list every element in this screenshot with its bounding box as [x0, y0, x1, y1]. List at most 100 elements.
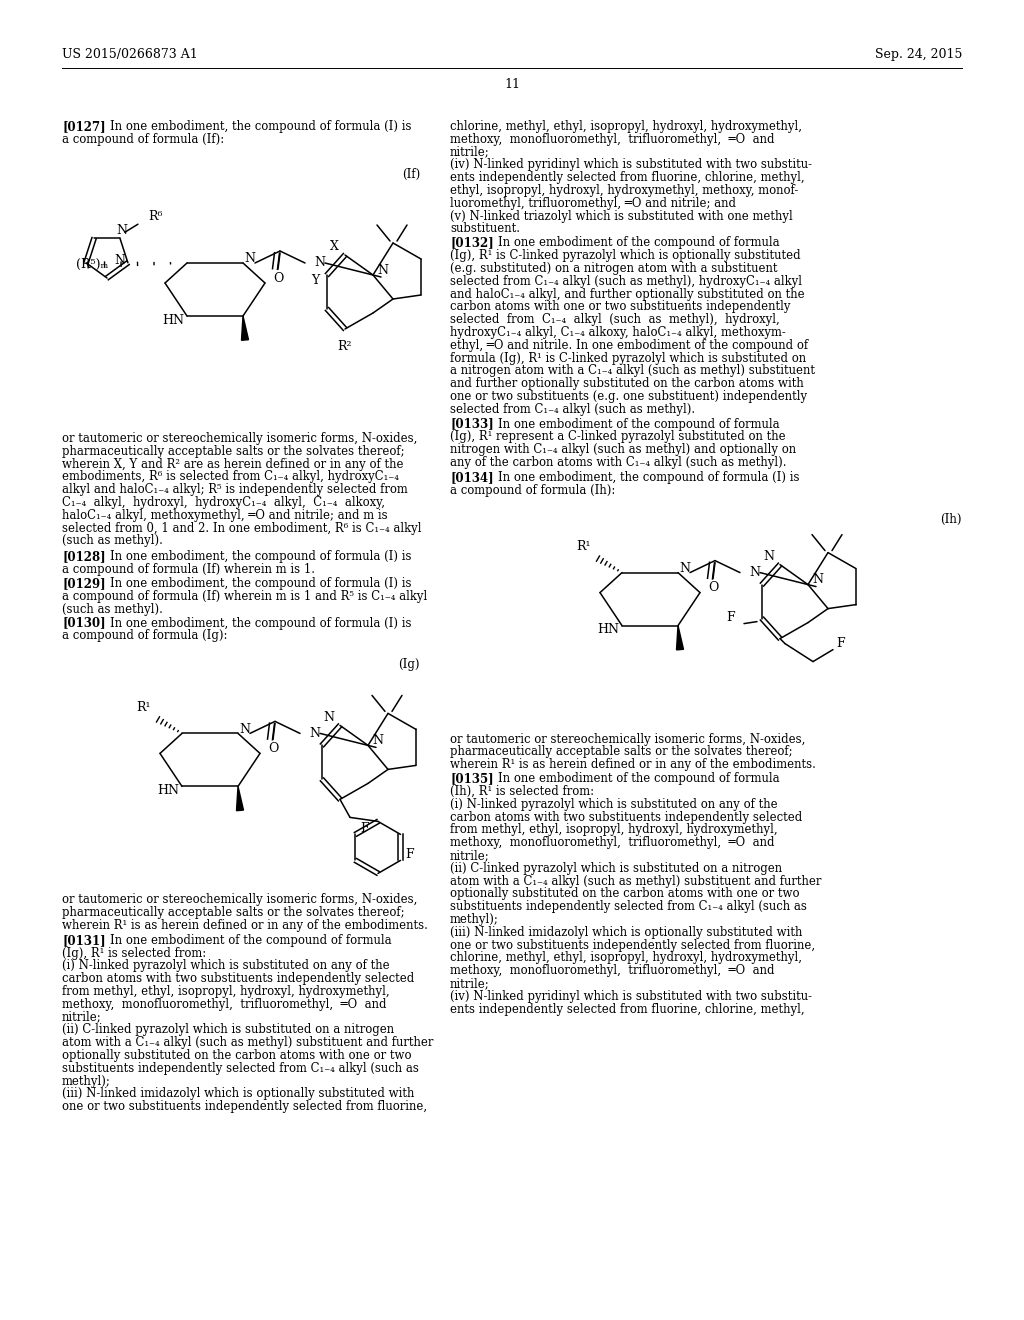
Text: (iii) N-linked imidazolyl which is optionally substituted with: (iii) N-linked imidazolyl which is optio… [450, 925, 803, 939]
Text: [0134]: [0134] [450, 471, 494, 484]
Text: (ii) C-linked pyrazolyl which is substituted on a nitrogen: (ii) C-linked pyrazolyl which is substit… [62, 1023, 394, 1036]
Text: (e.g. substituted) on a nitrogen atom with a substituent: (e.g. substituted) on a nitrogen atom wi… [450, 261, 777, 275]
Text: substituents independently selected from C₁₋₄ alkyl (such as: substituents independently selected from… [450, 900, 807, 913]
Text: from methyl, ethyl, isopropyl, hydroxyl, hydroxymethyl,: from methyl, ethyl, isopropyl, hydroxyl,… [62, 985, 389, 998]
Text: methoxy,  monofluoromethyl,  trifluoromethyl,  ═O  and: methoxy, monofluoromethyl, trifluorometh… [450, 964, 774, 977]
Text: a compound of formula (If) wherein m is 1.: a compound of formula (If) wherein m is … [62, 564, 315, 576]
Text: carbon atoms with one or two substituents independently: carbon atoms with one or two substituent… [450, 301, 791, 313]
Text: In one embodiment, the compound of formula (I) is: In one embodiment, the compound of formu… [110, 550, 412, 564]
Text: any of the carbon atoms with C₁₋₄ alkyl (such as methyl).: any of the carbon atoms with C₁₋₄ alkyl … [450, 455, 786, 469]
Text: R¹: R¹ [577, 540, 591, 553]
Text: (Ig), R¹ is C-linked pyrazolyl which is optionally substituted: (Ig), R¹ is C-linked pyrazolyl which is … [450, 249, 801, 263]
Text: and haloC₁₋₄ alkyl, and further optionally substituted on the: and haloC₁₋₄ alkyl, and further optional… [450, 288, 805, 301]
Text: ethyl, isopropyl, hydroxyl, hydroxymethyl, methoxy, monof-: ethyl, isopropyl, hydroxyl, hydroxymethy… [450, 183, 799, 197]
Text: (iv) N-linked pyridinyl which is substituted with two substitu-: (iv) N-linked pyridinyl which is substit… [450, 158, 812, 172]
Text: N: N [750, 566, 761, 579]
Text: HN: HN [162, 314, 184, 326]
Text: [0133]: [0133] [450, 417, 494, 430]
Text: wherein R¹ is as herein defined or in any of the embodiments.: wherein R¹ is as herein defined or in an… [62, 919, 428, 932]
Text: chlorine, methyl, ethyl, isopropyl, hydroxyl, hydroxymethyl,: chlorine, methyl, ethyl, isopropyl, hydr… [450, 952, 802, 965]
Text: O: O [708, 581, 718, 594]
Text: (Ig): (Ig) [398, 659, 420, 672]
Text: N: N [115, 255, 125, 267]
Text: wherein R¹ is as herein defined or in any of the embodiments.: wherein R¹ is as herein defined or in an… [450, 758, 816, 771]
Text: nitrile;: nitrile; [450, 977, 489, 990]
Text: from methyl, ethyl, isopropyl, hydroxyl, hydroxymethyl,: from methyl, ethyl, isopropyl, hydroxyl,… [450, 824, 777, 837]
Text: luoromethyl, trifluoromethyl, ═O and nitrile; and: luoromethyl, trifluoromethyl, ═O and nit… [450, 197, 736, 210]
Text: US 2015/0266873 A1: US 2015/0266873 A1 [62, 48, 198, 61]
Text: a compound of formula (If) wherein m is 1 and R⁵ is C₁₋₄ alkyl: a compound of formula (If) wherein m is … [62, 590, 427, 603]
Text: methyl);: methyl); [62, 1074, 111, 1088]
Text: In one embodiment, the compound of formula (I) is: In one embodiment, the compound of formu… [498, 471, 800, 484]
Text: optionally substituted on the carbon atoms with one or two: optionally substituted on the carbon ato… [450, 887, 800, 900]
Text: selected from 0, 1 and 2. In one embodiment, R⁶ is C₁₋₄ alkyl: selected from 0, 1 and 2. In one embodim… [62, 521, 422, 535]
Text: pharmaceutically acceptable salts or the solvates thereof;: pharmaceutically acceptable salts or the… [62, 445, 404, 458]
Text: N: N [309, 727, 321, 741]
Text: one or two substituents independently selected from fluorine,: one or two substituents independently se… [62, 1100, 427, 1113]
Text: [0132]: [0132] [450, 236, 494, 249]
Text: Y: Y [311, 275, 319, 288]
Text: N: N [245, 252, 256, 265]
Text: (Ig), R¹ represent a C-linked pyrazolyl substituted on the: (Ig), R¹ represent a C-linked pyrazolyl … [450, 430, 785, 444]
Text: or tautomeric or stereochemically isomeric forms, N-oxides,: or tautomeric or stereochemically isomer… [450, 733, 805, 746]
Text: N: N [314, 256, 326, 269]
Text: F: F [360, 822, 369, 834]
Text: selected from C₁₋₄ alkyl (such as methyl).: selected from C₁₋₄ alkyl (such as methyl… [450, 403, 695, 416]
Text: [0127]: [0127] [62, 120, 105, 133]
Text: pharmaceutically acceptable salts or the solvates thereof;: pharmaceutically acceptable salts or the… [62, 907, 404, 919]
Text: R¹: R¹ [137, 701, 152, 714]
Polygon shape [677, 626, 683, 649]
Text: (Ih): (Ih) [940, 512, 962, 525]
Text: carbon atoms with two substituents independently selected: carbon atoms with two substituents indep… [62, 973, 415, 985]
Text: methoxy,  monofluoromethyl,  trifluoromethyl,  ═O  and: methoxy, monofluoromethyl, trifluorometh… [450, 836, 774, 849]
Text: one or two substituents independently selected from fluorine,: one or two substituents independently se… [450, 939, 815, 952]
Text: substituents independently selected from C₁₋₄ alkyl (such as: substituents independently selected from… [62, 1061, 419, 1074]
Text: atom with a C₁₋₄ alkyl (such as methyl) substituent and further: atom with a C₁₋₄ alkyl (such as methyl) … [62, 1036, 433, 1049]
Text: (v) N-linked triazolyl which is substituted with one methyl: (v) N-linked triazolyl which is substitu… [450, 210, 793, 223]
Text: (ii) C-linked pyrazolyl which is substituted on a nitrogen: (ii) C-linked pyrazolyl which is substit… [450, 862, 782, 875]
Text: [0131]: [0131] [62, 933, 105, 946]
Text: [0129]: [0129] [62, 577, 105, 590]
Text: nitrile;: nitrile; [62, 1011, 101, 1023]
Text: a nitrogen atom with a C₁₋₄ alkyl (such as methyl) substituent: a nitrogen atom with a C₁₋₄ alkyl (such … [450, 364, 815, 378]
Text: F: F [406, 847, 414, 861]
Polygon shape [237, 787, 244, 810]
Text: and further optionally substituted on the carbon atoms with: and further optionally substituted on th… [450, 378, 804, 391]
Text: a compound of formula (Ig):: a compound of formula (Ig): [62, 630, 227, 643]
Text: N: N [240, 723, 251, 735]
Text: F: F [836, 638, 845, 651]
Text: (iv) N-linked pyridinyl which is substituted with two substitu-: (iv) N-linked pyridinyl which is substit… [450, 990, 812, 1003]
Text: O: O [272, 272, 284, 285]
Text: (such as methyl).: (such as methyl). [62, 535, 163, 548]
Text: [0130]: [0130] [62, 616, 105, 630]
Text: hydroxyC₁₋₄ alkyl, C₁₋₄ alkoxy, haloC₁₋₄ alkyl, methoxym-: hydroxyC₁₋₄ alkyl, C₁₋₄ alkoxy, haloC₁₋₄… [450, 326, 785, 339]
Text: In one embodiment of the compound of formula: In one embodiment of the compound of for… [498, 236, 779, 249]
Text: 11: 11 [504, 78, 520, 91]
Text: In one embodiment of the compound of formula: In one embodiment of the compound of for… [110, 933, 391, 946]
Text: chlorine, methyl, ethyl, isopropyl, hydroxyl, hydroxymethyl,: chlorine, methyl, ethyl, isopropyl, hydr… [450, 120, 802, 133]
Text: formula (Ig), R¹ is C-linked pyrazolyl which is substituted on: formula (Ig), R¹ is C-linked pyrazolyl w… [450, 351, 806, 364]
Text: In one embodiment of the compound of formula: In one embodiment of the compound of for… [498, 772, 779, 785]
Text: N: N [324, 711, 335, 723]
Text: optionally substituted on the carbon atoms with one or two: optionally substituted on the carbon ato… [62, 1049, 412, 1063]
Text: ethyl, ═O and nitrile. In one embodiment of the compound of: ethyl, ═O and nitrile. In one embodiment… [450, 339, 808, 352]
Text: N: N [378, 264, 388, 276]
Text: O: O [268, 742, 279, 755]
Text: selected  from  C₁₋₄  alkyl  (such  as  methyl),  hydroxyl,: selected from C₁₋₄ alkyl (such as methyl… [450, 313, 779, 326]
Text: haloC₁₋₄ alkyl, methoxymethyl, ═O and nitrile; and m is: haloC₁₋₄ alkyl, methoxymethyl, ═O and ni… [62, 508, 388, 521]
Text: a compound of formula (If):: a compound of formula (If): [62, 133, 224, 147]
Text: F: F [726, 611, 734, 624]
Text: nitrile;: nitrile; [450, 145, 489, 158]
Polygon shape [242, 315, 249, 341]
Text: (i) N-linked pyrazolyl which is substituted on any of the: (i) N-linked pyrazolyl which is substitu… [62, 960, 389, 973]
Text: N: N [764, 550, 774, 564]
Text: C₁₋₄  alkyl,  hydroxyl,  hydroxyC₁₋₄  alkyl,  C₁₋₄  alkoxy,: C₁₋₄ alkyl, hydroxyl, hydroxyC₁₋₄ alkyl,… [62, 496, 385, 510]
Text: In one embodiment, the compound of formula (I) is: In one embodiment, the compound of formu… [110, 616, 412, 630]
Text: carbon atoms with two substituents independently selected: carbon atoms with two substituents indep… [450, 810, 802, 824]
Text: atom with a C₁₋₄ alkyl (such as methyl) substituent and further: atom with a C₁₋₄ alkyl (such as methyl) … [450, 875, 821, 887]
Text: ents independently selected from fluorine, chlorine, methyl,: ents independently selected from fluorin… [450, 1003, 805, 1015]
Text: R⁶: R⁶ [148, 210, 163, 223]
Text: (If): (If) [401, 168, 420, 181]
Text: (Ig), R¹ is selected from:: (Ig), R¹ is selected from: [62, 946, 206, 960]
Text: HN: HN [157, 784, 179, 797]
